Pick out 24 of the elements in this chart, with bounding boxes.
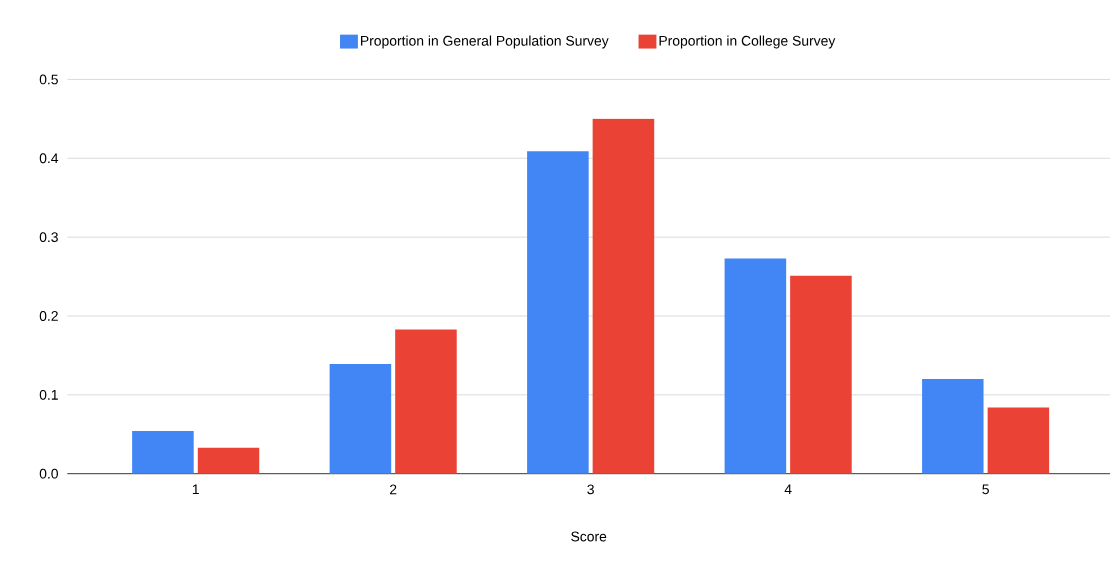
bar [922, 379, 984, 474]
y-tick-label: 0.4 [39, 153, 59, 164]
y-tick-label: 0.2 [39, 311, 58, 321]
y-tick-label: 0.1 [39, 389, 58, 400]
x-tick-label: 1 [192, 484, 199, 495]
bar [987, 407, 1050, 474]
y-tick-label: 0.3 [39, 232, 58, 243]
bar [790, 275, 852, 474]
x-axis-title: Score [571, 531, 607, 542]
y-tick-label: 0.0 [39, 468, 58, 479]
bar [724, 258, 787, 474]
x-tick-label: 2 [390, 484, 397, 495]
bar [329, 364, 392, 474]
bar [132, 431, 194, 474]
legend-label: Proportion in General Population Survey [361, 35, 609, 49]
x-tick-label: 5 [982, 484, 989, 495]
bar [592, 118, 655, 474]
bar [527, 151, 589, 474]
legend-label: Proportion in College Survey [659, 35, 836, 49]
bar [395, 329, 457, 474]
y-tick-label: 0.5 [39, 74, 58, 85]
bar [197, 447, 260, 474]
x-tick-label: 4 [784, 484, 792, 495]
x-tick-label: 3 [587, 484, 594, 495]
